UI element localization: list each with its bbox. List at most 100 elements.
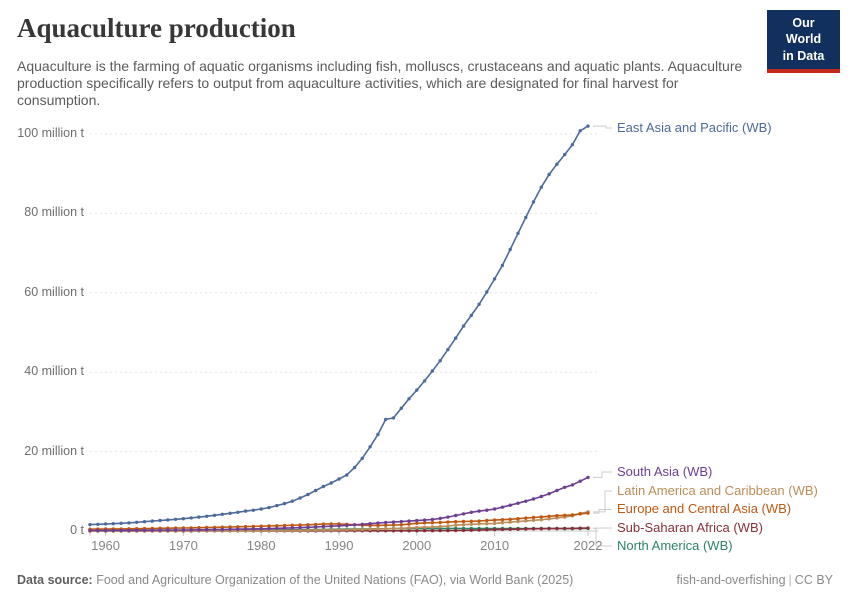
y-axis-label: 40 million t <box>24 364 84 379</box>
data-point <box>166 518 170 522</box>
credit-license[interactable]: CC BY <box>794 573 833 587</box>
data-point <box>127 521 131 525</box>
data-point <box>477 509 481 513</box>
data-point <box>407 526 411 530</box>
data-point <box>524 516 528 520</box>
data-point <box>516 501 520 505</box>
data-point <box>189 516 193 520</box>
data-point <box>485 518 489 523</box>
data-point <box>96 528 100 533</box>
data-point <box>391 416 396 420</box>
data-point <box>243 527 248 531</box>
data-point <box>189 528 193 532</box>
data-point <box>415 388 419 392</box>
data-point <box>290 528 294 533</box>
data-point <box>321 528 326 532</box>
x-axis-label: 2000 <box>402 538 432 553</box>
data-point <box>477 528 481 532</box>
data-point <box>352 527 357 532</box>
data-point <box>399 523 403 527</box>
legend-label[interactable]: Europe and Central Asia (WB) <box>617 501 792 516</box>
data-point <box>290 499 294 503</box>
data-point <box>197 528 201 532</box>
data-point <box>306 528 310 532</box>
data-point <box>158 518 162 523</box>
data-point <box>422 518 427 522</box>
page-title: Aquaculture production <box>17 13 296 43</box>
data-point <box>492 507 497 511</box>
data-point <box>516 231 520 235</box>
data-point <box>586 511 590 515</box>
data-point <box>555 526 559 531</box>
data-point <box>477 519 481 523</box>
data-point <box>290 523 294 527</box>
x-axis-label: 1960 <box>91 538 121 553</box>
data-point <box>251 524 256 529</box>
legend-connector <box>593 471 612 478</box>
data-point <box>461 512 466 516</box>
data-point <box>290 526 294 530</box>
data-point <box>407 519 411 523</box>
data-point <box>243 524 248 529</box>
data-point <box>181 528 186 532</box>
data-point <box>407 529 411 533</box>
legend-label[interactable]: North America (WB) <box>617 537 733 553</box>
data-point <box>345 523 349 528</box>
data-point <box>578 129 582 133</box>
y-axis-label: 0 t <box>70 523 84 537</box>
data-point <box>508 247 512 252</box>
legend-label[interactable]: Latin America and Caribbean (WB) <box>617 482 818 498</box>
credit-site: fish-and-overfishing <box>676 573 786 587</box>
data-point <box>236 525 240 529</box>
data-point <box>492 277 497 281</box>
data-point <box>329 524 333 528</box>
data-point <box>205 528 209 532</box>
data-point <box>539 185 543 189</box>
data-point <box>586 526 590 530</box>
owid-logo[interactable]: Our World in Data <box>767 10 840 73</box>
y-axis-label: 80 million t <box>24 205 84 220</box>
data-point <box>298 528 302 533</box>
data-point <box>368 522 372 526</box>
legend-label[interactable]: East Asia and Pacific (WB) <box>617 119 772 135</box>
data-source-text: Food and Agriculture Organization of the… <box>96 573 574 587</box>
series-line[interactable] <box>89 125 589 526</box>
owid-logo-line1: Our World <box>785 16 822 47</box>
data-point <box>563 485 567 489</box>
data-point <box>306 525 310 529</box>
data-point <box>236 510 240 514</box>
legend-connector <box>593 509 612 514</box>
data-point <box>539 494 543 499</box>
data-point <box>485 522 489 526</box>
data-point <box>415 529 419 533</box>
data-point <box>563 513 567 517</box>
legend-label[interactable]: South Asia (WB) <box>617 463 713 479</box>
data-point <box>555 488 559 493</box>
data-point <box>407 522 411 526</box>
data-point <box>446 515 450 519</box>
data-point <box>500 505 505 509</box>
x-axis-label: 1990 <box>324 538 354 553</box>
data-point <box>391 526 396 531</box>
data-point <box>422 525 427 529</box>
data-point <box>454 513 458 518</box>
data-point <box>368 445 372 449</box>
data-point <box>547 172 551 177</box>
data-point <box>508 520 512 524</box>
data-point <box>430 369 435 373</box>
data-source-label: Data source: <box>17 573 93 587</box>
legend-connector <box>593 490 612 513</box>
data-point <box>531 497 536 501</box>
legend-label[interactable]: Sub-Saharan Africa (WB) <box>617 519 763 535</box>
data-point <box>360 456 364 460</box>
data-point <box>446 524 450 528</box>
data-point <box>103 528 108 533</box>
credit-separator: | <box>788 573 792 587</box>
data-point <box>563 152 567 157</box>
data-point <box>461 324 466 328</box>
data-point <box>539 518 543 522</box>
data-point <box>415 521 419 525</box>
data-point <box>337 524 341 528</box>
data-point <box>376 527 380 531</box>
